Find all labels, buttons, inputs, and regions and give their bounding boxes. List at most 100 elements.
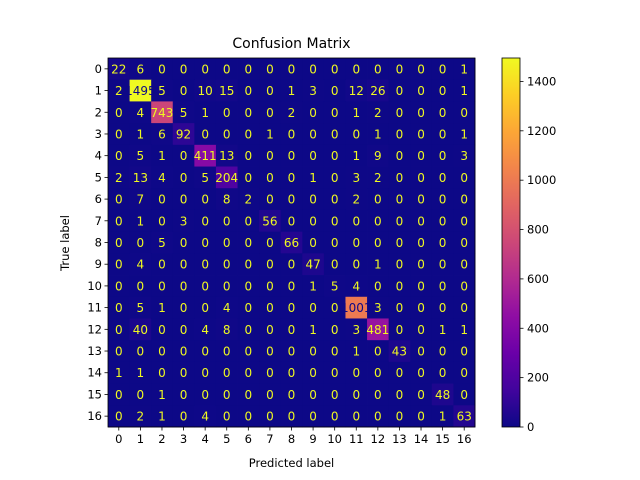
cell-value-label: 0 — [396, 258, 404, 272]
cell-value-label: 3 — [460, 149, 468, 163]
heatmap-cell — [410, 79, 433, 102]
heatmap-cell — [151, 79, 174, 102]
heatmap-cell — [151, 188, 174, 211]
heatmap-cell — [259, 275, 282, 298]
heatmap-cell — [345, 209, 368, 233]
cell-value-label: 2 — [374, 171, 382, 185]
cell-value-label: 0 — [288, 323, 296, 337]
heatmap-cell — [302, 405, 325, 428]
heatmap-cell — [323, 144, 346, 167]
cell-value-label: 9 — [374, 149, 382, 163]
x-axis-ticks: 0 1 2 3 4 5 6 7 8 9 10 11 12 13 14 15 16 — [115, 427, 472, 446]
cell-value-label: 0 — [288, 301, 296, 315]
cell-value-label: 0 — [352, 366, 360, 380]
cell-value-label: 1 — [115, 366, 123, 380]
heatmap-cell — [345, 58, 368, 81]
cell-value-label: 0 — [460, 193, 468, 207]
cell-value-label: 0 — [439, 84, 447, 98]
heatmap-cell — [172, 101, 195, 124]
cell-value-label: 0 — [201, 214, 209, 228]
cell-value-label: 8 — [223, 323, 231, 337]
cell-value-label: 0 — [331, 410, 339, 424]
heatmap-cell — [453, 188, 476, 211]
cell-value-label: 10 — [198, 84, 213, 98]
heatmap-cell — [323, 231, 346, 254]
heatmap-cell — [410, 123, 433, 146]
heatmap-cell — [431, 58, 454, 81]
heatmap-cell — [194, 79, 217, 102]
heatmap-cell — [431, 318, 454, 341]
cell-value-label: 0 — [417, 279, 425, 293]
heatmap-cell — [259, 79, 282, 102]
heatmap-cell — [280, 318, 303, 341]
cell-value-label: 0 — [417, 345, 425, 359]
cell-value-label: 13 — [219, 149, 234, 163]
heatmap-cell — [388, 231, 411, 254]
heatmap-cell — [388, 405, 411, 428]
cell-value-label: 0 — [396, 323, 404, 337]
cell-value-label: 0 — [245, 345, 253, 359]
cell-value-label: 0 — [439, 106, 447, 120]
cell-value-label: 0 — [417, 214, 425, 228]
cell-value-label: 0 — [417, 323, 425, 337]
heatmap-cell — [323, 275, 346, 298]
heatmap-cell — [215, 361, 238, 384]
heatmap-cell — [129, 231, 152, 254]
heatmap-cell — [237, 253, 260, 276]
heatmap-cell — [108, 188, 130, 211]
cell-value-label: 0 — [460, 366, 468, 380]
heatmap-cell — [151, 253, 174, 276]
heatmap-cell — [129, 296, 152, 319]
cell-value-label: 0 — [115, 214, 123, 228]
cell-value-label: 0 — [115, 127, 123, 141]
cell-value-label: 1 — [352, 345, 360, 359]
cell-value-label: 0 — [137, 236, 145, 250]
heatmap-cell — [194, 340, 217, 363]
heatmap-cell — [194, 275, 217, 298]
heatmap-cell — [453, 383, 476, 406]
heatmap-cell — [323, 296, 346, 319]
heatmap-cell — [237, 188, 260, 211]
cell-value-label: 3 — [352, 323, 360, 337]
y-tick-label: 11 — [87, 301, 102, 315]
cell-value-label: 0 — [439, 345, 447, 359]
heatmap-cell — [345, 340, 368, 363]
heatmap-cell — [237, 405, 260, 428]
colorbar-tick-label: 1400 — [527, 74, 556, 88]
heatmap-cell — [323, 383, 346, 406]
cell-value-label: 4 — [352, 279, 360, 293]
cell-value-label: 0 — [460, 388, 468, 402]
heatmap-cell — [453, 101, 476, 124]
heatmap-cell — [388, 209, 411, 233]
y-tick-label: 7 — [95, 214, 102, 228]
cell-value-label: 0 — [439, 62, 447, 76]
heatmap-cell — [108, 209, 130, 233]
cell-value-label: 0 — [115, 279, 123, 293]
cell-value-label: 0 — [417, 410, 425, 424]
y-tick-label: 5 — [95, 170, 102, 184]
cell-value-label: 1 — [137, 366, 145, 380]
cell-value-label: 0 — [201, 193, 209, 207]
heatmap-cell — [345, 231, 368, 254]
heatmap-cell — [194, 58, 217, 81]
heatmap-cells — [108, 58, 476, 428]
cell-value-label: 0 — [309, 193, 317, 207]
cell-value-label: 0 — [115, 345, 123, 359]
heatmap-cell — [410, 166, 433, 189]
cell-value-label: 0 — [417, 149, 425, 163]
heatmap-cell — [129, 58, 152, 81]
heatmap-cell — [129, 166, 152, 189]
heatmap-cell — [215, 209, 238, 233]
cell-value-label: 0 — [137, 279, 145, 293]
cell-value-label: 0 — [396, 149, 404, 163]
heatmap-cell — [280, 188, 303, 211]
heatmap-cell — [237, 383, 260, 406]
cell-value-label: 0 — [460, 301, 468, 315]
cell-value-label: 0 — [115, 410, 123, 424]
cell-value-label: 0 — [158, 193, 166, 207]
x-tick-label: 1 — [137, 432, 144, 446]
heatmap-cell — [108, 166, 130, 189]
cell-value-label: 0 — [439, 214, 447, 228]
heatmap-cell — [431, 144, 454, 167]
heatmap-cell — [151, 209, 174, 233]
